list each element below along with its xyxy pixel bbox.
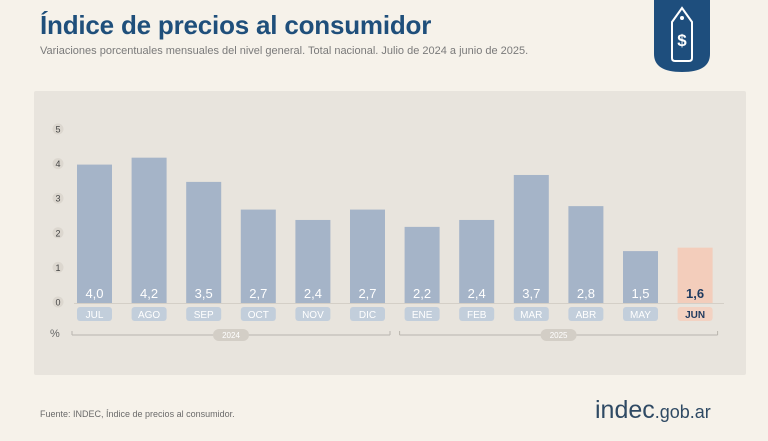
category-pill <box>186 307 222 321</box>
year-pill <box>540 329 577 341</box>
category-label: FEB <box>467 310 487 321</box>
bar <box>131 157 167 303</box>
bar-value-label: 2,2 <box>413 286 431 301</box>
bar <box>513 174 549 303</box>
category-pill <box>513 307 549 321</box>
category-pill <box>295 307 331 321</box>
y-tick-marker <box>52 227 64 239</box>
bar-value-label: 2,8 <box>577 286 595 301</box>
category-pill <box>131 307 167 321</box>
category-label: JUN <box>685 310 705 321</box>
y-tick-label: 5 <box>55 125 60 135</box>
y-axis-label: % <box>50 328 60 340</box>
chart-panel: 0 1 2 3 4 5% 4,0 JUL 4,2 AGO 3,5 SEP 2,7 OCT 2,4 NOV 2,7… <box>34 91 746 375</box>
y-tick-marker <box>52 158 64 170</box>
category-label: AGO <box>138 310 160 321</box>
y-tick-marker <box>52 192 64 204</box>
y-tick-label: 0 <box>55 298 60 308</box>
bar-chart: 0 1 2 3 4 5% 4,0 JUL 4,2 AGO 3,5 SEP 2,7 OCT 2,4 NOV 2,7… <box>50 123 724 341</box>
category-label: NOV <box>302 310 324 321</box>
bar-value-label: 3,5 <box>195 286 213 301</box>
bar-value-label: 2,4 <box>468 286 486 301</box>
bar <box>404 226 440 303</box>
bar <box>186 181 222 303</box>
bar-value-label: 2,4 <box>304 286 322 301</box>
bar <box>623 251 658 303</box>
y-tick-label: 4 <box>55 159 60 169</box>
y-tick-marker <box>52 296 64 308</box>
category-label: MAY <box>630 310 651 321</box>
category-pill <box>568 307 604 321</box>
y-tick-label: 3 <box>55 194 60 204</box>
brand-logo: indec.gob.ar <box>595 396 711 425</box>
category-pill <box>459 307 495 321</box>
category-label: SEP <box>194 310 214 321</box>
bar <box>677 247 713 303</box>
bar <box>77 164 112 303</box>
dollar-symbol: $ <box>677 31 687 50</box>
category-label: DIC <box>359 310 376 321</box>
bar-value-label: 1,5 <box>631 286 649 301</box>
y-tick-marker <box>52 123 64 135</box>
chart-subtitle: Variaciones porcentuales mensuales del n… <box>40 45 529 57</box>
category-pill <box>404 307 440 321</box>
y-tick-label: 1 <box>55 263 60 273</box>
chart-title: Índice de precios al consumidor <box>40 10 432 40</box>
bar <box>459 219 495 303</box>
y-tick-label: 2 <box>55 228 60 238</box>
brand-main: indec <box>595 396 655 424</box>
category-pill <box>623 307 658 321</box>
source-note: Fuente: INDEC, Índice de precios al cons… <box>40 409 235 419</box>
bar-value-label: 2,7 <box>249 286 267 301</box>
brand-suffix: .gob.ar <box>654 402 711 422</box>
category-pill <box>350 307 385 321</box>
bar <box>350 209 385 303</box>
category-label: ENE <box>412 310 433 321</box>
category-label: OCT <box>248 310 269 321</box>
bar-value-label: 4,2 <box>140 286 158 301</box>
bar-value-label: 4,0 <box>85 286 103 301</box>
bar-value-label: 3,7 <box>522 286 540 301</box>
category-label: JUL <box>86 310 104 321</box>
bar <box>240 209 276 303</box>
bar-value-label: 2,7 <box>358 286 376 301</box>
bar-value-label: 1,6 <box>686 286 704 301</box>
category-pill <box>677 307 713 321</box>
bar <box>568 206 604 303</box>
category-pill <box>240 307 276 321</box>
category-label: ABR <box>576 310 597 321</box>
year-pill <box>213 329 249 341</box>
bar <box>295 219 331 303</box>
year-label: 2025 <box>550 331 568 340</box>
y-tick-marker <box>52 261 64 273</box>
category-label: MAR <box>520 310 542 321</box>
year-label: 2024 <box>222 331 240 340</box>
category-pill <box>77 307 112 321</box>
price-tag-dollar-icon: $ <box>654 0 710 72</box>
